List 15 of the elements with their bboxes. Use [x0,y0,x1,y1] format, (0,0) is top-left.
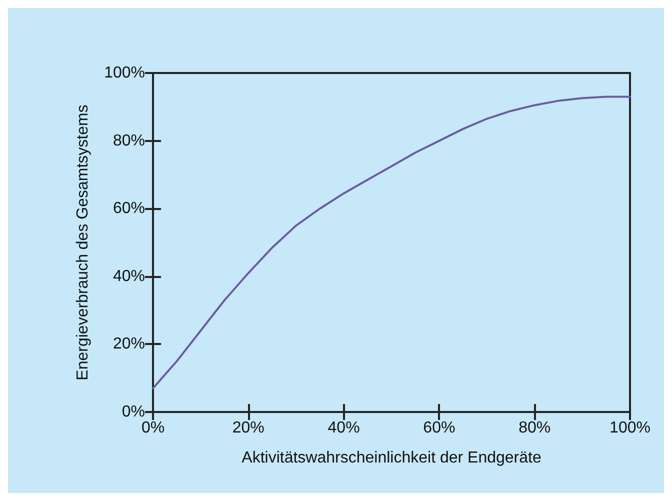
x-tick-label: 40% [328,420,360,436]
x-tick-label: 80% [518,420,551,436]
y-tick-label: 80% [112,132,145,150]
y-tick-label: 20% [112,336,145,353]
line-series [152,96,631,390]
x-tick-label: 0% [141,420,165,436]
y-tick-label: 0% [122,404,145,420]
y-tick-label: 100% [104,64,145,82]
y-axis-title: Energieverbrauch des Gesamtsystems [74,104,92,380]
x-axis-title: Aktivitätswahrscheinlichkeit der Endgeräte [242,450,542,466]
y-tick-label: 60% [112,200,145,218]
x-tick-label: 20% [232,420,264,436]
x-tick-label: 100% [610,420,650,436]
x-tick-label: 60% [423,420,456,436]
y-tick-label: 40% [112,268,145,285]
